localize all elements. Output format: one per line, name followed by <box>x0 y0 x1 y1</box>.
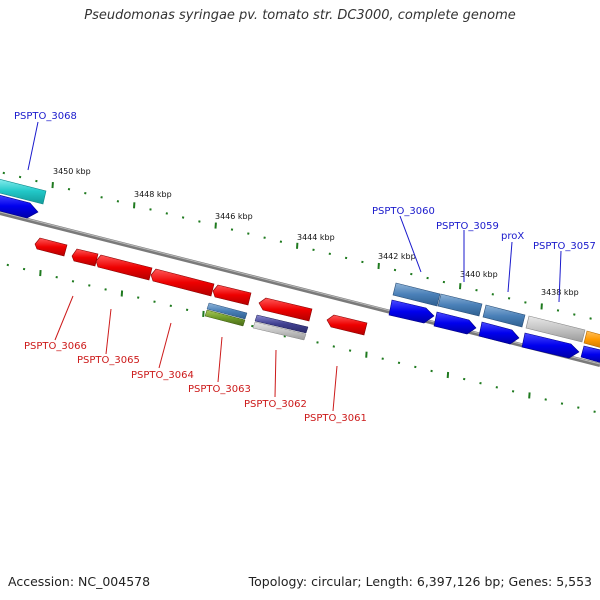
gene-feature-pspto-3061[interactable] <box>326 314 368 336</box>
genome-summary-text: Topology: circular; Length: 6,397,126 bp… <box>248 574 592 589</box>
gene-feature-pspto-3062-red[interactable] <box>258 297 313 322</box>
accession-text: Accession: NC_004578 <box>8 574 151 589</box>
gene-label-pspto-3061[interactable]: PSPTO_3061 <box>304 413 367 424</box>
gene-feature-blue-2[interactable] <box>388 299 435 324</box>
kbp-label: 3448 kbp <box>134 190 172 199</box>
reverse-gene-labels: PSPTO_3066 PSPTO_3065 PSPTO_3064 PSPTO_3… <box>24 341 367 424</box>
map-title: Pseudomonas syringae pv. tomato str. DC3… <box>84 8 516 23</box>
gene-feature-pspto-3057[interactable] <box>525 315 586 343</box>
kbp-label: 3450 kbp <box>53 167 91 176</box>
gene-label-pspto-3062[interactable]: PSPTO_3062 <box>244 399 307 410</box>
gene-label-pspto-3066[interactable]: PSPTO_3066 <box>24 341 87 352</box>
scale-ticks-outer <box>2 171 592 320</box>
gene-feature-red-b[interactable] <box>212 284 252 306</box>
gene-feature-pspto-3063-green[interactable] <box>204 309 246 327</box>
gene-feature-red-a[interactable] <box>34 237 68 257</box>
gene-feature-pspto-3062-gray[interactable] <box>252 321 307 341</box>
forward-label-leaders <box>27 121 562 303</box>
gene-label-pspto-3064[interactable]: PSPTO_3064 <box>131 370 194 381</box>
gene-feature-pspto-3063-steel[interactable] <box>206 302 248 320</box>
gene-feature-pspto-3066[interactable] <box>71 248 99 267</box>
gene-feature-pspto-3064[interactable] <box>150 268 215 297</box>
gene-feature-pspto-3068[interactable] <box>0 178 47 205</box>
kbp-label: 3446 kbp <box>215 212 253 221</box>
gene-feature-blue-6[interactable] <box>580 345 600 363</box>
gene-label-pspto-3063[interactable]: PSPTO_3063 <box>188 384 251 395</box>
reverse-label-leaders <box>54 295 338 412</box>
reverse-strand-features <box>34 237 368 341</box>
gene-label-pspto-3057[interactable]: PSPTO_3057 <box>533 241 596 252</box>
kbp-label: 3440 kbp <box>460 270 498 279</box>
scale-ticks-inner <box>6 263 596 413</box>
gene-feature-blue-5[interactable] <box>521 332 580 359</box>
gene-feature-prox[interactable] <box>482 304 526 328</box>
gene-feature-pspto-3059[interactable] <box>437 293 483 317</box>
gene-feature-blue-4[interactable] <box>478 321 520 345</box>
kbp-scale-labels: 3450 kbp 3448 kbp 3446 kbp 3444 kbp 3442… <box>53 167 579 297</box>
gene-label-pspto-3065[interactable]: PSPTO_3065 <box>77 355 140 366</box>
kbp-label: 3444 kbp <box>297 233 335 242</box>
gene-label-pspto-3060[interactable]: PSPTO_3060 <box>372 206 435 217</box>
forward-strand-features <box>0 178 600 363</box>
gene-feature-pspto-3065[interactable] <box>95 254 153 281</box>
gene-feature-orange[interactable] <box>583 330 600 348</box>
gene-label-prox[interactable]: proX <box>501 231 524 242</box>
gene-feature-blue-3[interactable] <box>433 311 477 335</box>
gene-label-pspto-3068[interactable]: PSPTO_3068 <box>14 111 77 122</box>
gene-feature-blue-1[interactable] <box>0 194 39 219</box>
kbp-label: 3442 kbp <box>378 252 416 261</box>
gene-feature-pspto-3060[interactable] <box>392 282 441 307</box>
forward-gene-labels: PSPTO_3068 PSPTO_3060 PSPTO_3059 proX PS… <box>14 111 596 252</box>
gene-label-pspto-3059[interactable]: PSPTO_3059 <box>436 221 499 232</box>
gene-feature-pspto-3062-purple[interactable] <box>254 314 309 334</box>
